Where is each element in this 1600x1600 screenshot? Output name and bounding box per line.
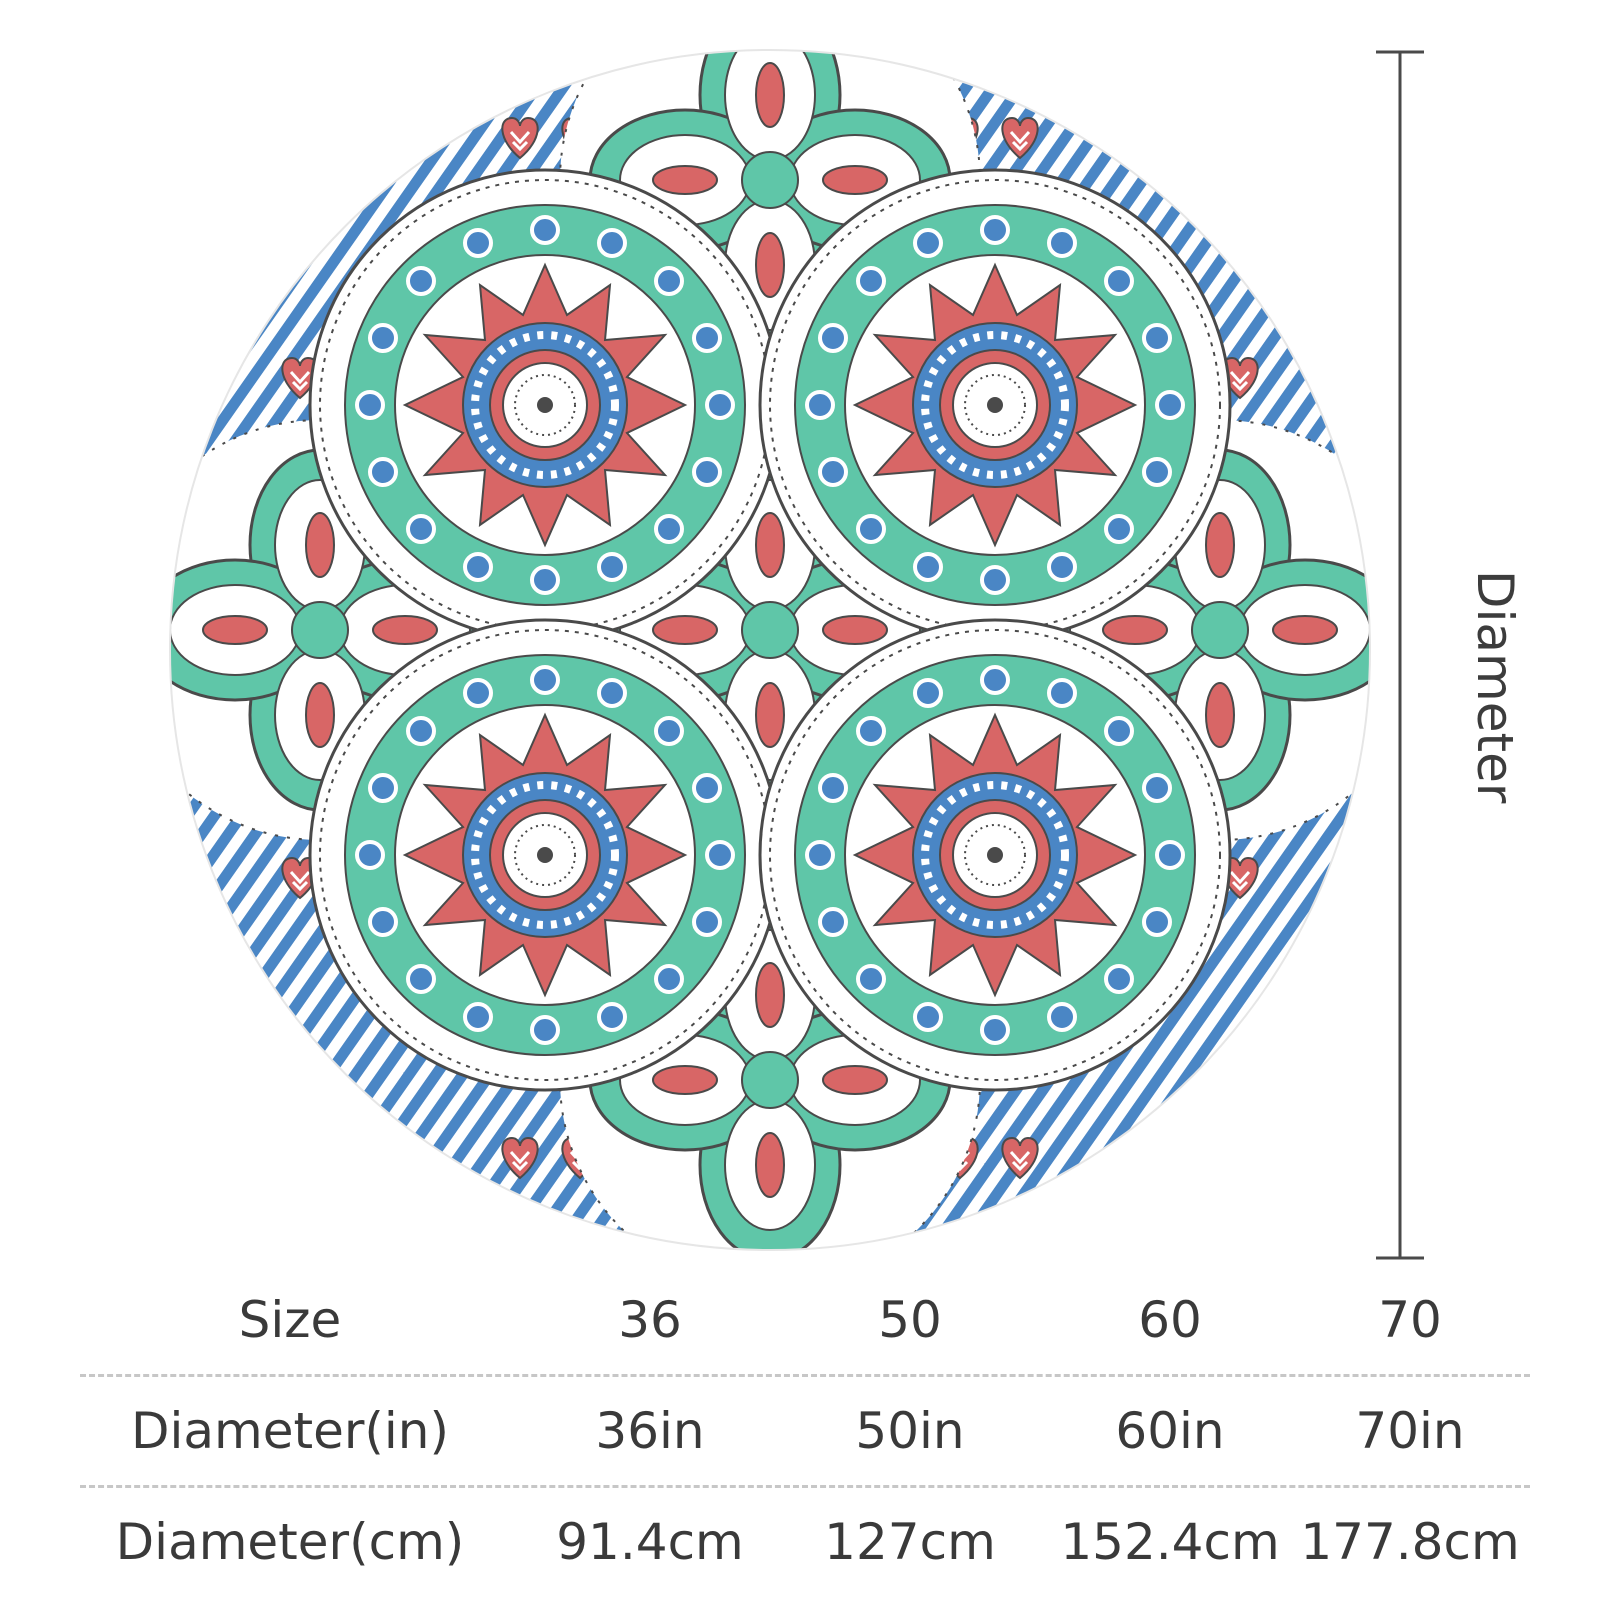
row-divider: [80, 1374, 1530, 1377]
diameter-dimension-line: [1376, 50, 1424, 1260]
row-header-size: Size: [238, 1291, 342, 1349]
table-cell: 36in: [595, 1402, 705, 1460]
diameter-label: Diameter: [1466, 570, 1524, 804]
table-cell: 70: [1378, 1291, 1442, 1349]
row-divider: [80, 1485, 1530, 1488]
table-row: Diameter(in) 36in 50in 60in 70in: [80, 1381, 1530, 1481]
size-table: Size 36 50 60 70 Diameter(in) 36in 50in …: [80, 1270, 1530, 1592]
table-cell: 60: [1138, 1291, 1202, 1349]
table-cell: 91.4cm: [556, 1513, 744, 1571]
table-cell: 127cm: [824, 1513, 996, 1571]
table-cell: 50: [878, 1291, 942, 1349]
round-tablecloth-mandala-image: [169, 49, 1424, 1260]
row-header-diameter-cm: Diameter(cm): [115, 1513, 465, 1571]
table-cell: 36: [618, 1291, 682, 1349]
table-row: Diameter(cm) 91.4cm 127cm 152.4cm 177.8c…: [80, 1492, 1530, 1592]
table-cell: 60in: [1115, 1402, 1225, 1460]
table-row: Size 36 50 60 70: [80, 1270, 1530, 1370]
table-cell: 70in: [1355, 1402, 1465, 1460]
table-cell: 50in: [855, 1402, 965, 1460]
table-cell: 177.8cm: [1300, 1513, 1520, 1571]
row-header-diameter-in: Diameter(in): [130, 1402, 450, 1460]
table-cell: 152.4cm: [1060, 1513, 1280, 1571]
